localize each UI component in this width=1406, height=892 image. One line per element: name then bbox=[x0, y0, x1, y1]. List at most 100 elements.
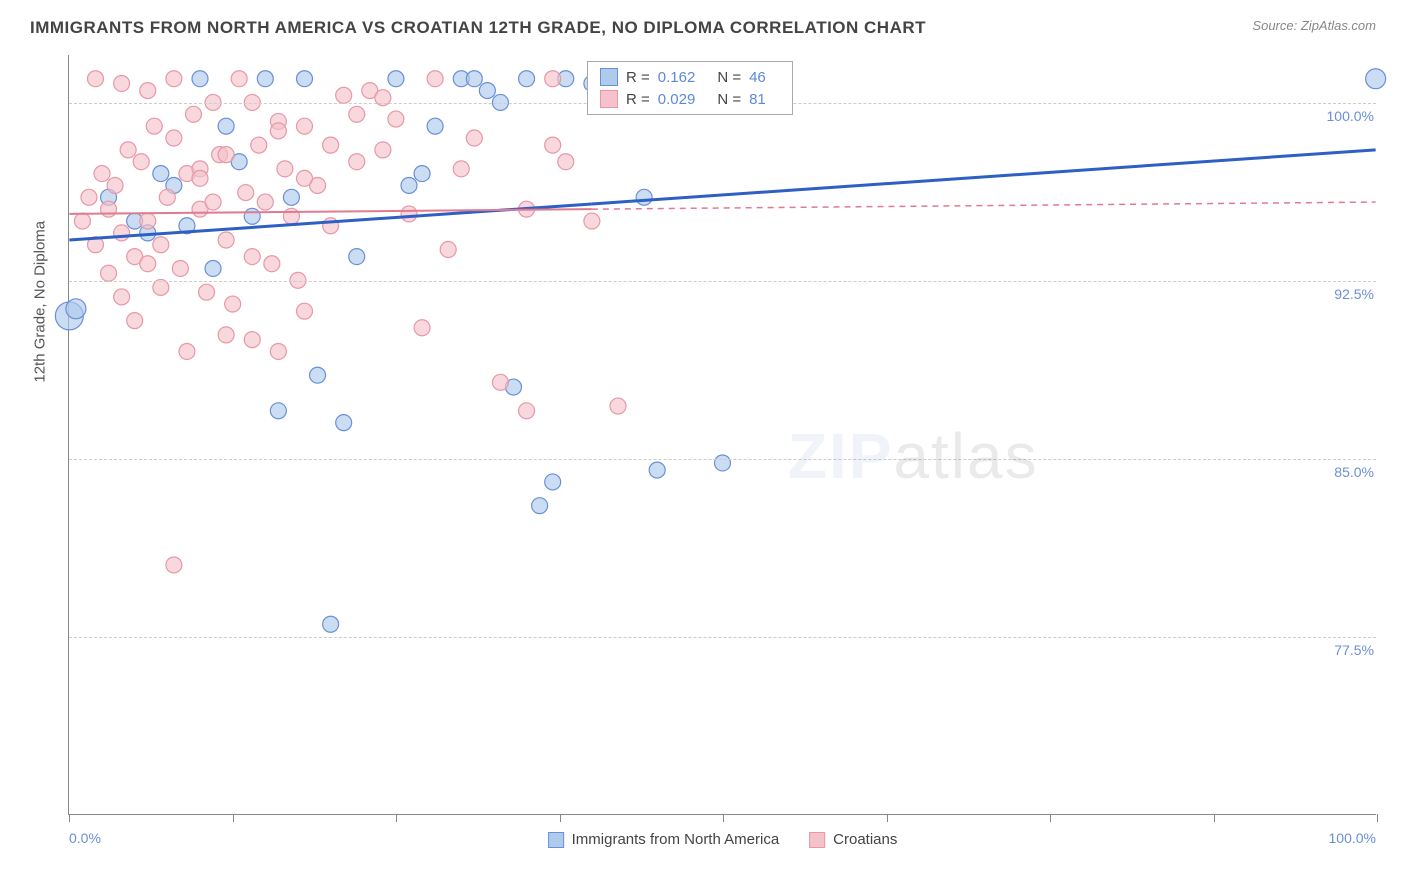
gridline-label: 100.0% bbox=[1323, 108, 1378, 124]
scatter-point-na bbox=[323, 616, 339, 632]
x-tick bbox=[560, 814, 561, 822]
scatter-point-na bbox=[192, 71, 208, 87]
bottom-legend: Immigrants from North America Croatians bbox=[548, 831, 898, 848]
gridline-label: 77.5% bbox=[1330, 642, 1378, 658]
legend-label: Croatians bbox=[833, 831, 897, 848]
legend-item-na: Immigrants from North America bbox=[548, 831, 780, 848]
scatter-point-cr bbox=[218, 232, 234, 248]
stats-legend-box: R = 0.162 N = 46 R = 0.029 N = 81 bbox=[587, 61, 793, 115]
scatter-point-cr bbox=[185, 106, 201, 122]
scatter-point-cr bbox=[283, 208, 299, 224]
stats-r-value: 0.029 bbox=[658, 91, 696, 108]
scatter-point-cr bbox=[427, 71, 443, 87]
scatter-point-na bbox=[427, 118, 443, 134]
x-tick bbox=[233, 814, 234, 822]
scatter-point-cr bbox=[610, 398, 626, 414]
scatter-point-cr bbox=[120, 142, 136, 158]
scatter-point-na bbox=[257, 71, 273, 87]
scatter-point-na bbox=[466, 71, 482, 87]
stats-r-value: 0.162 bbox=[658, 69, 696, 86]
scatter-point-na bbox=[218, 118, 234, 134]
scatter-point-cr bbox=[107, 177, 123, 193]
scatter-point-cr bbox=[270, 123, 286, 139]
header: IMMIGRANTS FROM NORTH AMERICA VS CROATIA… bbox=[0, 0, 1406, 48]
stats-swatch-icon bbox=[600, 68, 618, 86]
legend-swatch-icon bbox=[548, 832, 564, 848]
gridline-label: 92.5% bbox=[1330, 286, 1378, 302]
stats-r-label: R = bbox=[626, 69, 650, 86]
scatter-point-cr bbox=[297, 170, 313, 186]
scatter-point-na bbox=[336, 415, 352, 431]
x-axis-max-label: 100.0% bbox=[1329, 830, 1376, 846]
scatter-point-cr bbox=[277, 161, 293, 177]
stats-row-na: R = 0.162 N = 46 bbox=[600, 66, 780, 88]
scatter-point-cr bbox=[159, 189, 175, 205]
scatter-point-cr bbox=[218, 327, 234, 343]
scatter-point-cr bbox=[179, 343, 195, 359]
scatter-point-cr bbox=[153, 279, 169, 295]
scatter-point-cr bbox=[251, 137, 267, 153]
scatter-point-cr bbox=[140, 213, 156, 229]
scatter-point-na bbox=[66, 299, 86, 319]
scatter-point-na bbox=[283, 189, 299, 205]
scatter-point-cr bbox=[545, 71, 561, 87]
scatter-point-na bbox=[414, 166, 430, 182]
legend-swatch-icon bbox=[809, 832, 825, 848]
x-axis-min-label: 0.0% bbox=[69, 830, 101, 846]
scatter-point-cr bbox=[114, 225, 130, 241]
scatter-point-na bbox=[205, 260, 221, 276]
x-tick bbox=[887, 814, 888, 822]
scatter-point-cr bbox=[166, 130, 182, 146]
stats-n-value: 81 bbox=[749, 91, 766, 108]
x-tick bbox=[723, 814, 724, 822]
scatter-point-cr bbox=[205, 194, 221, 210]
scatter-point-na bbox=[545, 474, 561, 490]
scatter-point-na bbox=[649, 462, 665, 478]
stats-n-label: N = bbox=[717, 91, 741, 108]
trendline-dashed-na bbox=[592, 150, 1376, 204]
scatter-point-cr bbox=[81, 189, 97, 205]
scatter-point-cr bbox=[114, 75, 130, 91]
scatter-point-cr bbox=[94, 166, 110, 182]
trendline-solid-cr bbox=[69, 209, 592, 214]
scatter-point-cr bbox=[349, 154, 365, 170]
scatter-point-cr bbox=[140, 83, 156, 99]
scatter-point-cr bbox=[270, 343, 286, 359]
scatter-point-cr bbox=[74, 213, 90, 229]
plot-area: ZIPatlas R = 0.162 N = 46 R = 0.029 N = … bbox=[68, 55, 1376, 815]
scatter-point-na bbox=[270, 403, 286, 419]
scatter-point-cr bbox=[127, 313, 143, 329]
scatter-point-na bbox=[636, 189, 652, 205]
source-link[interactable]: ZipAtlas.com bbox=[1301, 18, 1376, 33]
legend-item-cr: Croatians bbox=[809, 831, 897, 848]
scatter-point-na bbox=[479, 83, 495, 99]
scatter-point-na bbox=[153, 166, 169, 182]
scatter-point-cr bbox=[87, 71, 103, 87]
gridline-label: 85.0% bbox=[1330, 464, 1378, 480]
scatter-point-cr bbox=[558, 154, 574, 170]
scatter-point-cr bbox=[401, 206, 417, 222]
stats-swatch-icon bbox=[600, 90, 618, 108]
scatter-point-cr bbox=[114, 289, 130, 305]
scatter-point-cr bbox=[231, 71, 247, 87]
scatter-point-na bbox=[310, 367, 326, 383]
scatter-point-na bbox=[244, 208, 260, 224]
source-attribution: Source: ZipAtlas.com bbox=[1252, 18, 1376, 33]
scatter-point-na bbox=[715, 455, 731, 471]
scatter-point-na bbox=[532, 498, 548, 514]
scatter-point-cr bbox=[140, 256, 156, 272]
scatter-point-cr bbox=[453, 161, 469, 177]
scatter-point-cr bbox=[225, 296, 241, 312]
scatter-point-cr bbox=[388, 111, 404, 127]
legend-label: Immigrants from North America bbox=[572, 831, 780, 848]
scatter-point-cr bbox=[172, 260, 188, 276]
scatter-point-na bbox=[297, 71, 313, 87]
scatter-point-cr bbox=[336, 87, 352, 103]
scatter-point-cr bbox=[440, 242, 456, 258]
scatter-point-cr bbox=[349, 106, 365, 122]
scatter-point-cr bbox=[199, 284, 215, 300]
scatter-point-cr bbox=[238, 185, 254, 201]
scatter-point-cr bbox=[414, 320, 430, 336]
scatter-point-na bbox=[349, 249, 365, 265]
y-axis-label: 12th Grade, No Diploma bbox=[32, 221, 49, 383]
